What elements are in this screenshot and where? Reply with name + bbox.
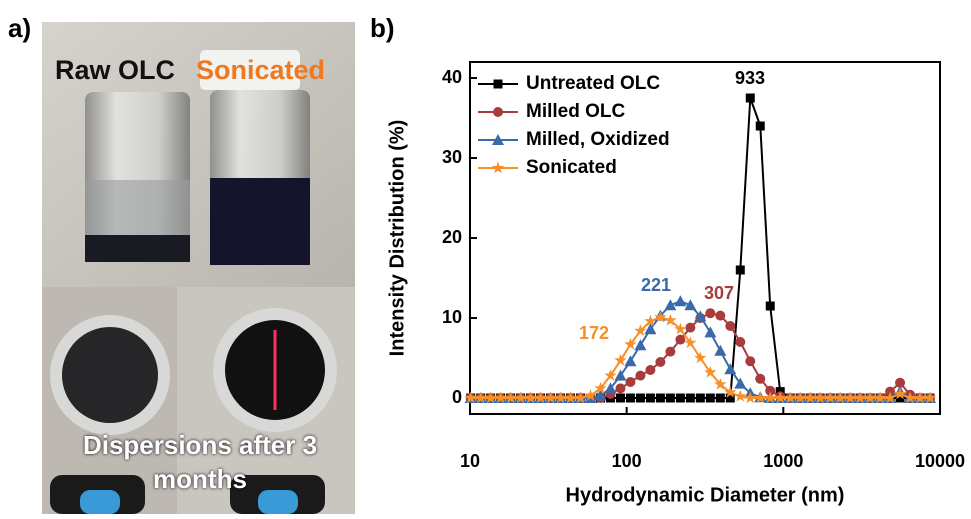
marker [636, 394, 645, 403]
photo-label: Raw OLC [55, 55, 175, 85]
marker [665, 347, 675, 357]
marker [755, 374, 765, 384]
marker [696, 394, 705, 403]
marker [656, 394, 665, 403]
marker [676, 394, 685, 403]
x-tick-label: 10000 [915, 451, 965, 471]
marker [756, 122, 765, 131]
photo-label: Sonicated [196, 55, 325, 85]
y-tick-label: 40 [442, 67, 462, 87]
marker [706, 394, 715, 403]
marker [684, 299, 696, 310]
marker [704, 326, 716, 337]
legend-label: Sonicated [526, 157, 617, 178]
legend-label: Milled, Oxidized [526, 129, 670, 150]
marker [716, 394, 725, 403]
marker [626, 394, 635, 403]
marker [615, 383, 625, 393]
marker [492, 162, 504, 174]
marker [736, 266, 745, 275]
annotation: 172 [579, 323, 609, 343]
marker [714, 345, 726, 356]
marker [645, 365, 655, 375]
marker [493, 107, 503, 117]
marker [674, 295, 686, 306]
photo-caption: Dispersions after 3 months [50, 428, 350, 496]
y-tick-label: 10 [442, 307, 462, 327]
annotation: 933 [735, 68, 765, 88]
figure: a) b) Raw OLC Sonicated Dispersions afte… [0, 0, 971, 514]
y-tick-label: 20 [442, 227, 462, 247]
marker [494, 80, 503, 89]
marker [664, 299, 676, 310]
x-tick-label: 1000 [763, 451, 803, 471]
marker [635, 371, 645, 381]
marker [634, 339, 646, 350]
x-axis-title: Hydrodynamic Diameter (nm) [566, 484, 845, 506]
caption-box: Dispersions after 3 months [50, 428, 350, 508]
marker [746, 94, 755, 103]
marker [614, 354, 626, 366]
marker [666, 394, 675, 403]
y-tick-label: 30 [442, 147, 462, 167]
panel-label: a) [8, 13, 31, 43]
y-axis-title: Intensity Distribution (%) [386, 120, 408, 357]
legend-label: Milled OLC [526, 101, 626, 122]
marker [745, 356, 755, 366]
marker [616, 394, 625, 403]
x-tick-label: 10 [460, 451, 480, 471]
marker [625, 377, 635, 387]
marker [766, 302, 775, 311]
annotation: 307 [704, 283, 734, 303]
annotation: 221 [641, 275, 671, 295]
y-tick-label: 0 [452, 387, 462, 407]
marker [624, 355, 636, 366]
panel-label: b) [370, 13, 395, 43]
marker [715, 311, 725, 321]
marker [724, 363, 736, 374]
marker [686, 394, 695, 403]
marker [604, 369, 616, 381]
marker [734, 390, 746, 402]
marker [646, 394, 655, 403]
marker [705, 308, 715, 318]
marker [685, 323, 695, 333]
marker [675, 335, 685, 345]
marker [725, 321, 735, 331]
x-tick-label: 100 [612, 451, 642, 471]
legend-label: Untreated OLC [526, 73, 660, 94]
marker [655, 357, 665, 367]
marker [735, 337, 745, 347]
